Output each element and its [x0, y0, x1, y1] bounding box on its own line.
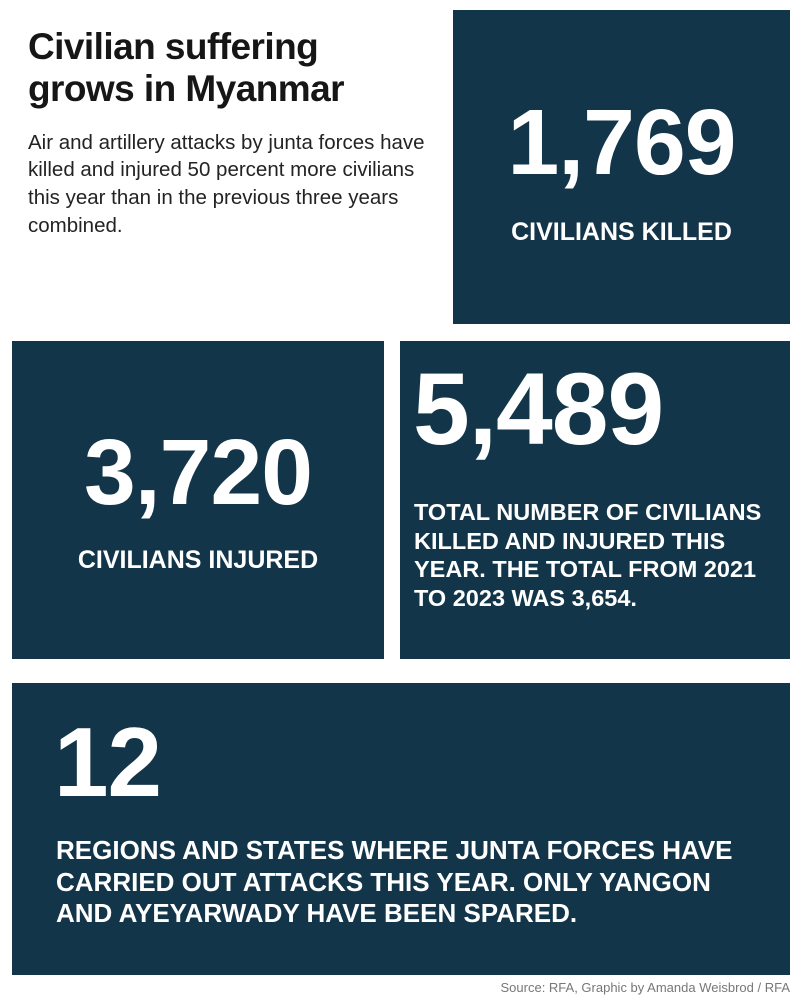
stat-card-civilians-injured: 3,720 CIVILIANS INJURED [12, 341, 384, 659]
stat-number-civilians-injured: 3,720 [83, 420, 313, 524]
stat-number-regions: 12 [54, 707, 162, 817]
stat-number-civilians-killed: 1,769 [507, 90, 736, 194]
stat-label-civilians-injured: CIVILIANS INJURED [77, 546, 319, 574]
stat-label-total: TOTAL NUMBER OF CIVILIANS KILLED AND INJ… [414, 499, 762, 611]
stat-label-regions: REGIONS AND STATES WHERE JUNTA FORCES HA… [56, 835, 733, 929]
page-title: Civilian suffering grows in Myanmar [28, 26, 345, 109]
source-credit: Source: RFA, Graphic by Amanda Weisbrod … [500, 980, 791, 995]
stat-card-total-killed-and-injured: 5,489 TOTAL NUMBER OF CIVILIANS KILLED A… [400, 341, 790, 659]
stat-card-civilians-killed: 1,769 CIVILIANS KILLED [453, 10, 790, 324]
stat-label-civilians-killed: CIVILIANS KILLED [511, 218, 732, 246]
headline-block: Civilian suffering grows in Myanmar Air … [28, 26, 428, 240]
page-subtitle: Air and artillery attacks by junta force… [28, 130, 425, 238]
stat-number-total: 5,489 [413, 352, 664, 466]
stat-card-regions-and-states: 12 REGIONS AND STATES WHERE JUNTA FORCES… [12, 683, 790, 975]
